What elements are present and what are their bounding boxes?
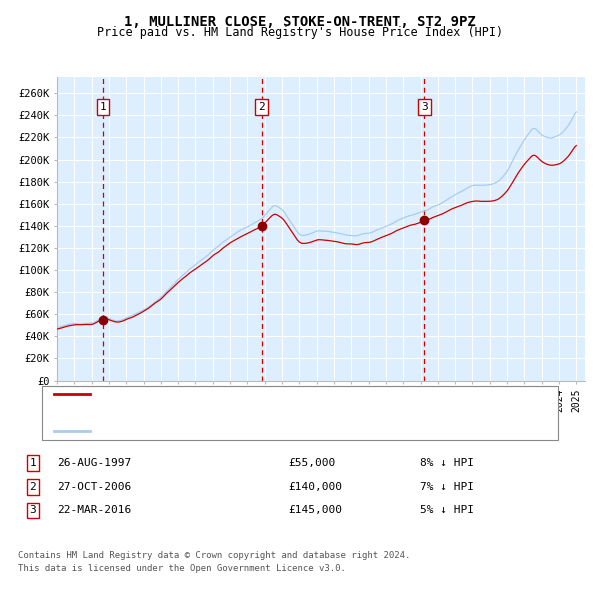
Text: 7% ↓ HPI: 7% ↓ HPI — [420, 482, 474, 491]
Text: 5% ↓ HPI: 5% ↓ HPI — [420, 506, 474, 515]
Text: £140,000: £140,000 — [288, 482, 342, 491]
Text: 1, MULLINER CLOSE, STOKE-ON-TRENT, ST2 9PZ: 1, MULLINER CLOSE, STOKE-ON-TRENT, ST2 9… — [124, 15, 476, 29]
Text: 3: 3 — [29, 506, 37, 515]
Text: Contains HM Land Registry data © Crown copyright and database right 2024.: Contains HM Land Registry data © Crown c… — [18, 550, 410, 559]
Text: 3: 3 — [421, 102, 428, 112]
Text: 1, MULLINER CLOSE, STOKE-ON-TRENT, ST2 9PZ (detached house): 1, MULLINER CLOSE, STOKE-ON-TRENT, ST2 9… — [93, 389, 462, 399]
Text: This data is licensed under the Open Government Licence v3.0.: This data is licensed under the Open Gov… — [18, 564, 346, 573]
Text: £55,000: £55,000 — [288, 458, 335, 468]
Text: 2: 2 — [258, 102, 265, 112]
Text: 27-OCT-2006: 27-OCT-2006 — [57, 482, 131, 491]
Text: HPI: Average price, detached house, Stoke-on-Trent: HPI: Average price, detached house, Stok… — [93, 426, 406, 435]
Text: 8% ↓ HPI: 8% ↓ HPI — [420, 458, 474, 468]
Text: Price paid vs. HM Land Registry's House Price Index (HPI): Price paid vs. HM Land Registry's House … — [97, 26, 503, 39]
Text: 1: 1 — [100, 102, 106, 112]
Text: 1: 1 — [29, 458, 37, 468]
Text: £145,000: £145,000 — [288, 506, 342, 515]
Text: 22-MAR-2016: 22-MAR-2016 — [57, 506, 131, 515]
Text: 2: 2 — [29, 482, 37, 491]
Text: 26-AUG-1997: 26-AUG-1997 — [57, 458, 131, 468]
